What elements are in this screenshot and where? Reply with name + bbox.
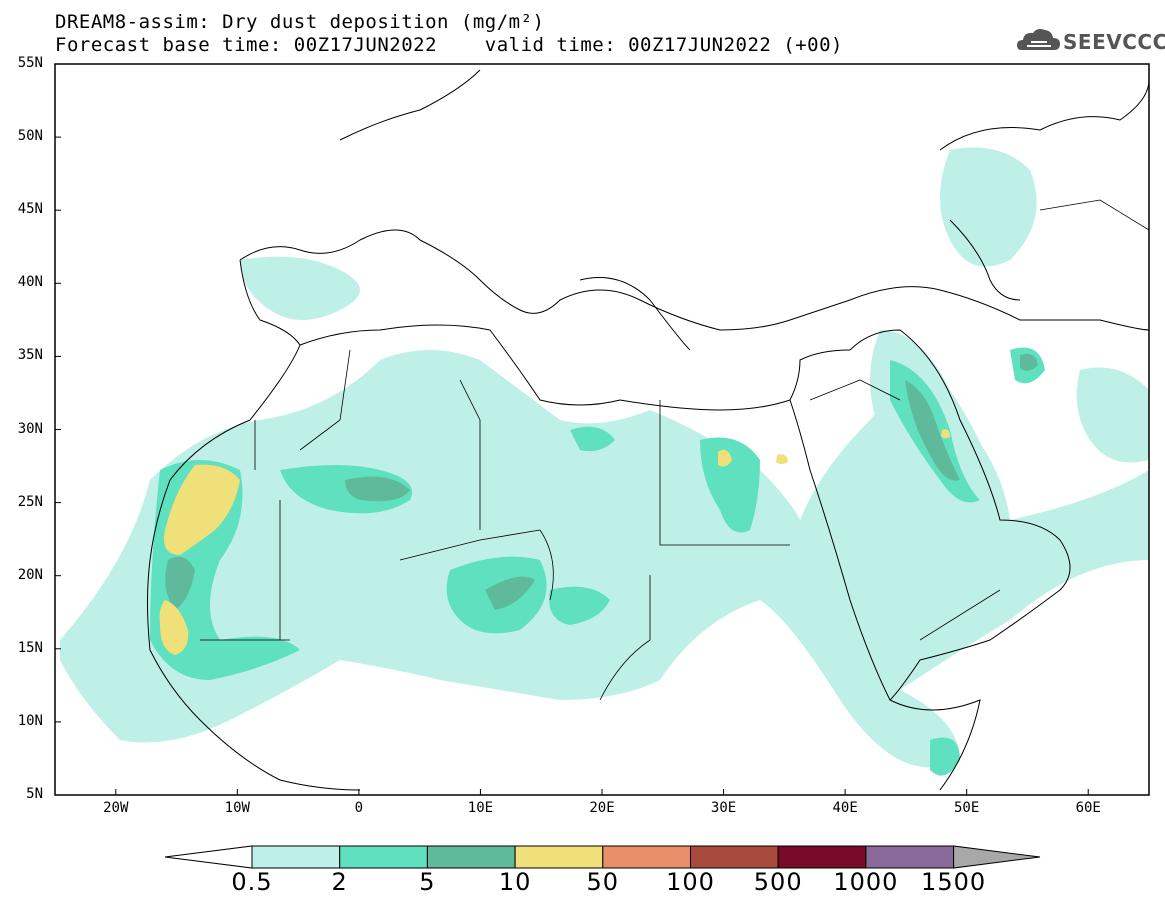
lon-tick-label: 10W — [224, 800, 250, 816]
country-borders — [200, 199, 1150, 701]
chart-subtitle: Forecast base time: 00Z17JUN2022 valid t… — [55, 34, 843, 56]
colorbar-label: 10 — [498, 868, 532, 896]
colorbar-label: 50 — [586, 868, 620, 896]
colorbar-swatch — [251, 845, 341, 869]
colorbar-under-triangle — [164, 845, 253, 869]
lon-tick-label: 40E — [832, 800, 858, 816]
lon-tick-label: 60E — [1075, 800, 1101, 816]
lon-tick-label: 0 — [354, 800, 364, 816]
colorbar-label: 5 — [419, 868, 436, 896]
colorbar-label: 2 — [331, 868, 348, 896]
colorbar-label: 1500 — [921, 868, 987, 896]
lat-tick-label: 55N — [17, 55, 43, 71]
lon-tick-label: 10E — [467, 800, 494, 816]
colorbar-label: 100 — [666, 868, 715, 896]
coastlines — [147, 69, 1150, 791]
chart-title: DREAM8-assim: Dry dust deposition (mg/m²… — [55, 11, 545, 33]
lon-tick-label: 20E — [589, 800, 615, 816]
lat-tick-label: 5N — [26, 786, 43, 802]
lat-tick-label: 25N — [17, 493, 43, 510]
colorbar-swatch — [602, 845, 691, 869]
colorbar-label: 500 — [753, 868, 803, 896]
colorbar-swatch — [690, 845, 779, 869]
lat-tick-label: 45N — [17, 201, 43, 218]
colorbar-swatch — [514, 845, 604, 869]
colorbar-swatch — [426, 845, 516, 869]
colorbar-swatch — [865, 845, 955, 869]
lat-tick-label: 20N — [17, 566, 43, 583]
lon-tick-label: 30E — [710, 800, 737, 816]
colorbar-swatch — [777, 845, 867, 869]
lon-tick-label: 50E — [954, 800, 980, 816]
lat-tick-label: 40N — [17, 274, 43, 291]
lat-tick-label: 35N — [17, 347, 43, 364]
lat-tick-label: 10N — [17, 712, 43, 729]
colorbar-label: 1000 — [833, 868, 899, 896]
lon-tick-label: 20W — [103, 800, 129, 816]
colorbar-over-triangle — [953, 845, 1041, 869]
lat-tick-label: 30N — [17, 420, 43, 437]
logo-text: SEEVCCC — [1063, 30, 1165, 54]
colorbar-swatch — [339, 845, 428, 869]
lat-tick-label: 15N — [17, 639, 43, 656]
lat-tick-label: 50N — [17, 128, 43, 145]
colorbar-label: 0.5 — [231, 868, 273, 896]
dust-field — [60, 147, 1149, 776]
cloud-icon — [1017, 29, 1060, 50]
